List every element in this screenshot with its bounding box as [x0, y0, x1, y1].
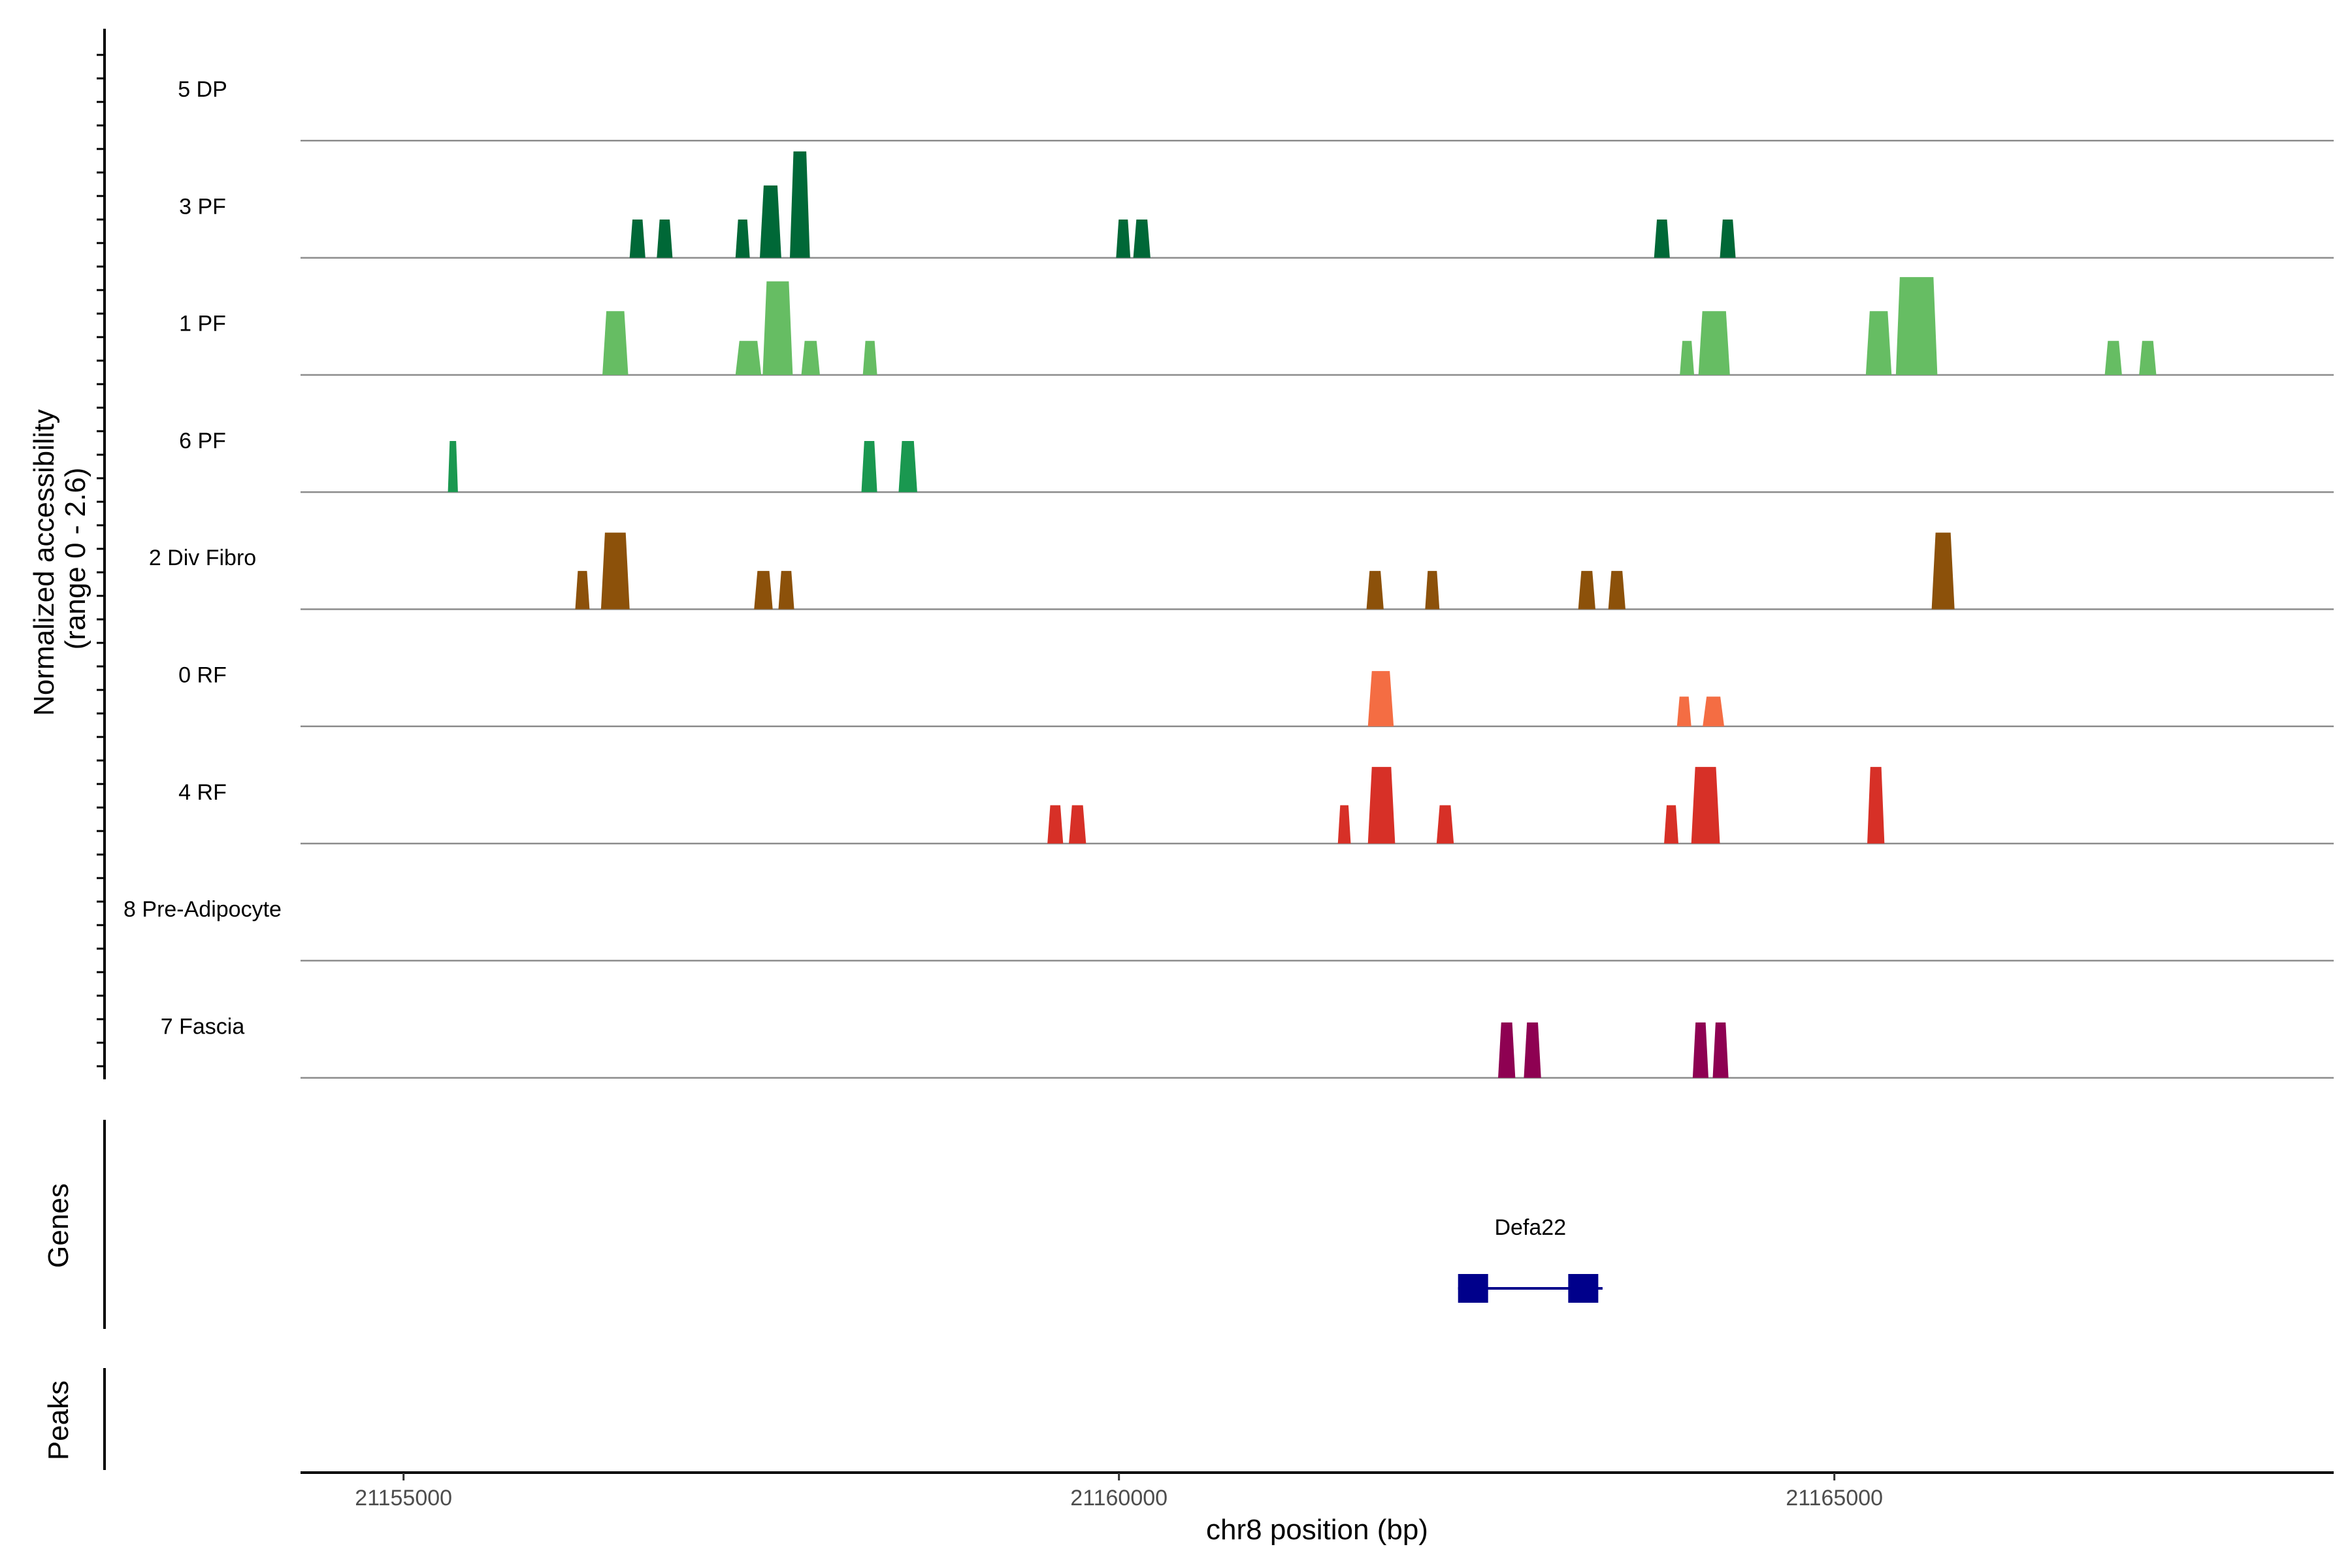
coverage-peak — [1367, 766, 1396, 844]
coverage-peak — [1069, 805, 1086, 844]
coverage-peak — [778, 570, 794, 610]
track: 8 Pre-Adipocyte — [123, 897, 2334, 962]
coverage-peak — [1712, 1022, 1729, 1078]
track-label: 6 PF — [179, 429, 226, 453]
track-label: 7 Fascia — [161, 1014, 245, 1039]
coverage-peak — [759, 185, 781, 258]
coverage-peak — [1116, 219, 1131, 258]
coverage-peak — [735, 340, 762, 375]
coverage-peak — [801, 340, 820, 375]
coverage-peak — [1867, 766, 1885, 844]
coverage-peak — [762, 281, 793, 375]
coverage-peak — [1498, 1022, 1516, 1078]
track: 1 PF — [179, 277, 2334, 376]
track-label: 4 RF — [178, 780, 227, 805]
coverage-peak — [861, 441, 877, 493]
track-label: 3 PF — [179, 194, 226, 219]
track: 4 RF — [178, 766, 2334, 845]
coverage-peak — [862, 340, 877, 375]
x-axis-ticks: 21155000 21160000 21165000 — [355, 1473, 1883, 1511]
track: 3 PF — [179, 151, 2334, 259]
coverage-peak — [1680, 340, 1695, 375]
coverage-peak — [1664, 805, 1678, 844]
coverage-peak — [1654, 219, 1670, 258]
coverage-peak — [1691, 766, 1720, 844]
track: 5 DP — [178, 77, 2334, 142]
coverage-peak — [898, 441, 917, 493]
coverage-y-axis — [97, 29, 106, 1079]
track: 2 Div Fibro — [149, 532, 2334, 610]
coverage-peak — [1608, 570, 1625, 610]
coverage-peak — [1931, 532, 1955, 610]
x-tick-label: 21155000 — [355, 1486, 452, 1511]
gene-exon — [1568, 1274, 1599, 1303]
coverage-peak — [1865, 311, 1892, 375]
x-tick-label: 21160000 — [1070, 1486, 1168, 1511]
coverage-peak — [1524, 1022, 1541, 1078]
genes-panel: Genes Defa22 — [42, 1120, 1603, 1329]
gene-model: Defa22 — [1458, 1215, 1603, 1303]
x-axis-title: chr8 position (bp) — [1206, 1514, 1428, 1546]
coverage-peak — [789, 151, 810, 258]
coverage-y-axis-title-line-2: (range 0 - 2.6) — [59, 468, 91, 650]
gene-models: Defa22 — [1458, 1215, 1603, 1303]
gene-label: Defa22 — [1494, 1215, 1566, 1240]
coverage-y-axis-title-line-1: Normalized accessibility — [28, 409, 60, 715]
coverage-peak — [1698, 311, 1730, 375]
coverage-peak — [602, 311, 629, 375]
peaks-panel: Peaks — [42, 1368, 106, 1470]
genes-panel-title: Genes — [42, 1183, 74, 1268]
track: 0 RF — [178, 663, 2334, 728]
track-label: 2 Div Fibro — [149, 546, 256, 570]
coverage-peak — [1578, 570, 1595, 610]
coverage-y-ticks — [97, 54, 105, 1068]
coverage-peak — [448, 441, 458, 493]
coverage-tracks: 5 DP 3 PF 1 PF 6 PF 2 Div Fibro 0 RF 4 RF 8 Pre… — [123, 77, 2334, 1079]
coverage-peak — [1367, 671, 1394, 727]
coverage-peak — [1366, 570, 1384, 610]
track-label: 0 RF — [178, 663, 227, 688]
coverage-peak — [1047, 805, 1064, 844]
coverage-y-axis-title: Normalized accessibility (range 0 - 2.6) — [28, 401, 91, 716]
coverage-peak — [1425, 570, 1440, 610]
coverage-peak — [1676, 696, 1691, 727]
coverage-peak — [1895, 277, 1938, 375]
coverage-peak — [1133, 219, 1151, 258]
x-axis: 21155000 21160000 21165000 chr8 position (… — [301, 1471, 2334, 1546]
track: 6 PF — [179, 429, 2334, 493]
coverage-peak — [575, 570, 590, 610]
coverage-peak — [1692, 1022, 1708, 1078]
coverage-peak — [600, 532, 630, 610]
coverage-peak — [629, 219, 645, 258]
track-label: 1 PF — [179, 312, 226, 336]
track-label: 5 DP — [178, 77, 227, 102]
coverage-peak — [1337, 805, 1351, 844]
coverage-peak — [754, 570, 773, 610]
coverage-peak — [1703, 696, 1725, 727]
coverage-peak — [2104, 340, 2122, 375]
x-tick-label: 21165000 — [1786, 1486, 1883, 1511]
track: 7 Fascia — [161, 1014, 2334, 1079]
gene-exon — [1458, 1274, 1488, 1303]
coverage-peak — [1436, 805, 1454, 844]
coverage-peak — [1720, 219, 1736, 258]
track-label: 8 Pre-Adipocyte — [123, 897, 282, 922]
coverage-peak — [657, 219, 673, 258]
peaks-panel-title: Peaks — [42, 1380, 74, 1460]
coverage-peak — [2139, 340, 2157, 375]
coverage-peak — [735, 219, 750, 258]
